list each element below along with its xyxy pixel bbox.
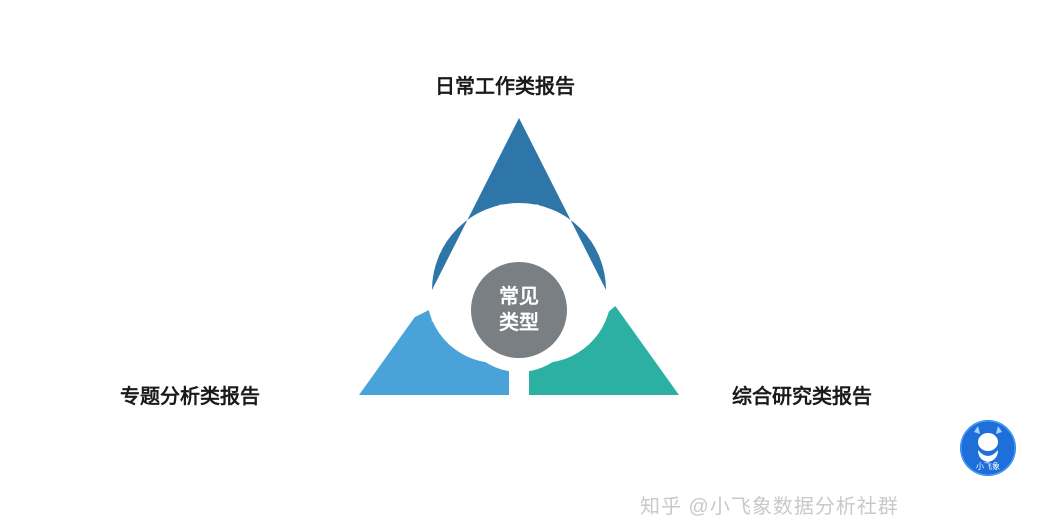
center-line-1: 常见 [499, 284, 539, 310]
watermark-text: 知乎 @小飞象数据分析社群 [640, 490, 899, 519]
monitor-icon [499, 206, 539, 242]
center-line-2: 类型 [499, 310, 539, 336]
label-left: 专题分析类报告 [120, 380, 260, 409]
gap-left [401, 286, 437, 318]
label-right: 综合研究类报告 [732, 380, 872, 409]
three-segment-triangle-diagram: 常见 类型 [329, 110, 709, 430]
logo-text: 小飞象 [960, 461, 1016, 472]
label-top: 日常工作类报告 [435, 70, 575, 99]
center-circle-label: 常见 类型 [471, 262, 567, 358]
logo-badge: 小飞象 [960, 420, 1016, 476]
building-icon [433, 292, 461, 320]
gap-bottom [510, 360, 528, 400]
